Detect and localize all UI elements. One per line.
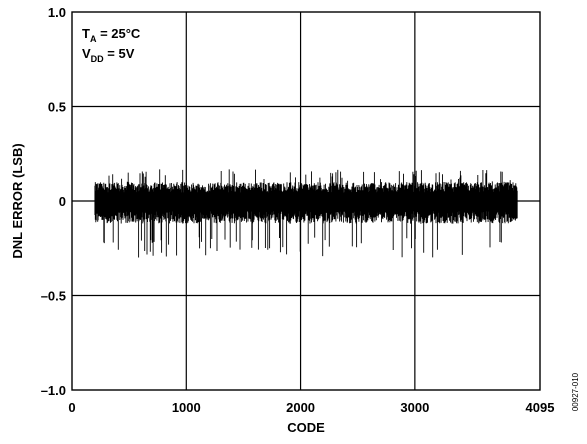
- temperature-annotation: TA = 25°C: [82, 26, 141, 44]
- x-tick-label-3: 3000: [400, 400, 429, 415]
- y-axis-title: DNL ERROR (LSB): [10, 143, 25, 258]
- dnl-trace: [94, 169, 518, 258]
- temperature-value: = 25°C: [96, 26, 140, 41]
- x-axis-title: CODE: [287, 420, 325, 435]
- supply-value: = 5V: [104, 46, 135, 61]
- dnl-trace-path: [94, 169, 518, 258]
- plot-frame: [71, 11, 541, 391]
- x-tick-label-4: 4095: [526, 400, 555, 415]
- supply-symbol: V: [82, 46, 91, 61]
- y-tick-label-2: 0: [59, 194, 66, 209]
- x-tick-label-1: 1000: [172, 400, 201, 415]
- figure-id: 00927-010: [571, 372, 580, 411]
- supply-voltage-annotation: VDD = 5V: [82, 46, 135, 64]
- supply-subscript: DD: [91, 54, 104, 64]
- y-tick-label-4: –1.0: [41, 383, 66, 398]
- y-tick-label-3: –0.5: [41, 289, 66, 304]
- x-tick-label-2: 2000: [286, 400, 315, 415]
- y-tick-label-0: 1.0: [48, 5, 66, 20]
- tick-labels: 0 1000 2000 3000 4095 1.0 0.5 0 –0.5 –1.0: [41, 5, 555, 415]
- x-tick-label-0: 0: [68, 400, 75, 415]
- temperature-subscript: A: [90, 34, 97, 44]
- temperature-symbol: T: [82, 26, 90, 41]
- y-tick-label-1: 0.5: [48, 100, 66, 115]
